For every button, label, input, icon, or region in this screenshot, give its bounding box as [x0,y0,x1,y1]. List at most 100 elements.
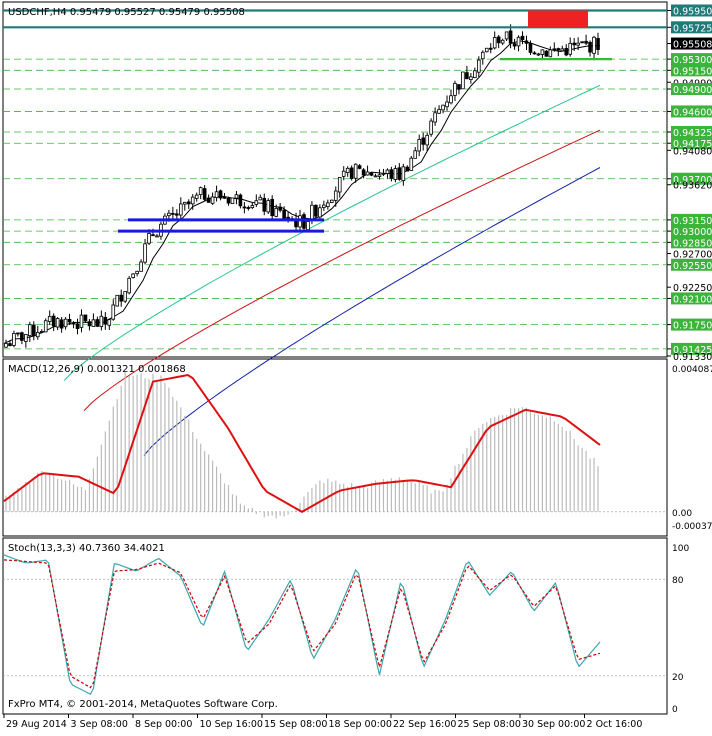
candle-body[interactable] [365,171,370,176]
candle-body[interactable] [202,188,207,200]
candle-body[interactable] [480,51,485,60]
candle-body[interactable] [409,157,414,171]
candle-body[interactable] [16,332,20,335]
candle-body[interactable] [182,201,187,205]
candle-body[interactable] [47,315,52,322]
candle-body[interactable] [238,194,243,207]
candle-body[interactable] [353,163,358,179]
candle-body[interactable] [477,59,481,73]
candle-body[interactable] [373,175,378,178]
candle-body[interactable] [441,104,445,111]
candle-body[interactable] [349,167,354,179]
candle-body[interactable] [500,39,505,44]
candle-body[interactable] [179,203,183,216]
candle-body[interactable] [393,168,398,180]
candle-body[interactable] [111,304,116,320]
candle-body[interactable] [242,206,247,209]
candle-body[interactable] [210,196,215,204]
candle-body[interactable] [254,200,259,205]
candle-body[interactable] [282,209,286,219]
candle-body[interactable] [55,318,60,328]
candle-body[interactable] [103,316,108,325]
candle-body[interactable] [12,333,16,346]
candle-body[interactable] [167,212,171,217]
candle-body[interactable] [99,315,104,327]
candle-body[interactable] [453,83,457,96]
candle-body[interactable] [381,173,386,175]
candle-body[interactable] [230,197,235,204]
candle-body[interactable] [35,332,40,338]
price-annotations[interactable] [3,9,667,233]
candle-body[interactable] [131,273,135,278]
candle-body[interactable] [568,42,572,55]
candle-body[interactable] [433,112,437,123]
candle-body[interactable] [194,194,199,199]
candle-body[interactable] [385,169,390,174]
candle-body[interactable] [488,47,493,50]
candle-body[interactable] [24,334,28,342]
candle-body[interactable] [580,41,584,44]
candle-body[interactable] [504,31,509,40]
candle-body[interactable] [544,50,549,57]
candle-body[interactable] [95,319,100,327]
resistance-zone-box[interactable] [528,10,588,28]
candle-body[interactable] [71,322,76,325]
candle-body[interactable] [413,150,418,159]
candle-body[interactable] [596,38,600,50]
candle-body[interactable] [528,43,533,53]
candle-body[interactable] [496,36,501,44]
candle-body[interactable] [337,177,342,193]
candle-body[interactable] [28,324,32,336]
candle-body[interactable] [218,190,223,199]
candle-body[interactable] [520,35,525,40]
candle-body[interactable] [473,70,477,79]
candle-body[interactable] [361,169,366,176]
candle-body[interactable] [449,95,453,104]
candle-body[interactable] [246,207,251,209]
candle-body[interactable] [492,37,497,49]
candle-body[interactable] [115,294,120,307]
candle-body[interactable] [588,41,592,53]
candle-body[interactable] [314,204,318,217]
candle-body[interactable] [540,49,545,55]
candle-body[interactable] [234,194,239,199]
candle-body[interactable] [421,137,425,145]
candle-body[interactable] [401,166,406,182]
candle-body[interactable] [91,319,96,327]
candle-body[interactable] [32,324,36,337]
candles[interactable] [4,24,600,348]
candle-body[interactable] [465,72,469,80]
candle-body[interactable] [326,202,330,208]
candle-body[interactable] [278,206,282,211]
candle-body[interactable] [59,319,64,329]
candle-body[interactable] [250,205,255,208]
candle-body[interactable] [524,40,529,44]
candle-body[interactable] [405,166,410,172]
candle-body[interactable] [437,109,441,114]
candle-body[interactable] [445,101,449,108]
candle-body[interactable] [484,47,489,53]
candle-body[interactable] [67,318,72,323]
candle-body[interactable] [417,138,422,152]
candle-body[interactable] [143,243,147,263]
candle-body[interactable] [302,214,306,229]
candle-body[interactable] [556,48,561,51]
candle-body[interactable] [119,294,124,302]
candle-body[interactable] [576,42,580,46]
candle-body[interactable] [310,204,314,221]
candle-body[interactable] [20,332,24,341]
candle-body[interactable] [79,314,84,328]
candle-body[interactable] [564,48,569,56]
candle-body[interactable] [139,261,143,272]
candle-body[interactable] [357,165,362,169]
candle-body[interactable] [171,212,175,215]
candle-body[interactable] [584,40,588,44]
candle-body[interactable] [369,172,374,176]
candle-body[interactable] [532,52,537,55]
candle-body[interactable] [560,48,565,52]
candle-body[interactable] [548,49,553,58]
candle-body[interactable] [226,197,231,204]
candle-body[interactable] [127,277,131,294]
candle-body[interactable] [135,270,139,275]
